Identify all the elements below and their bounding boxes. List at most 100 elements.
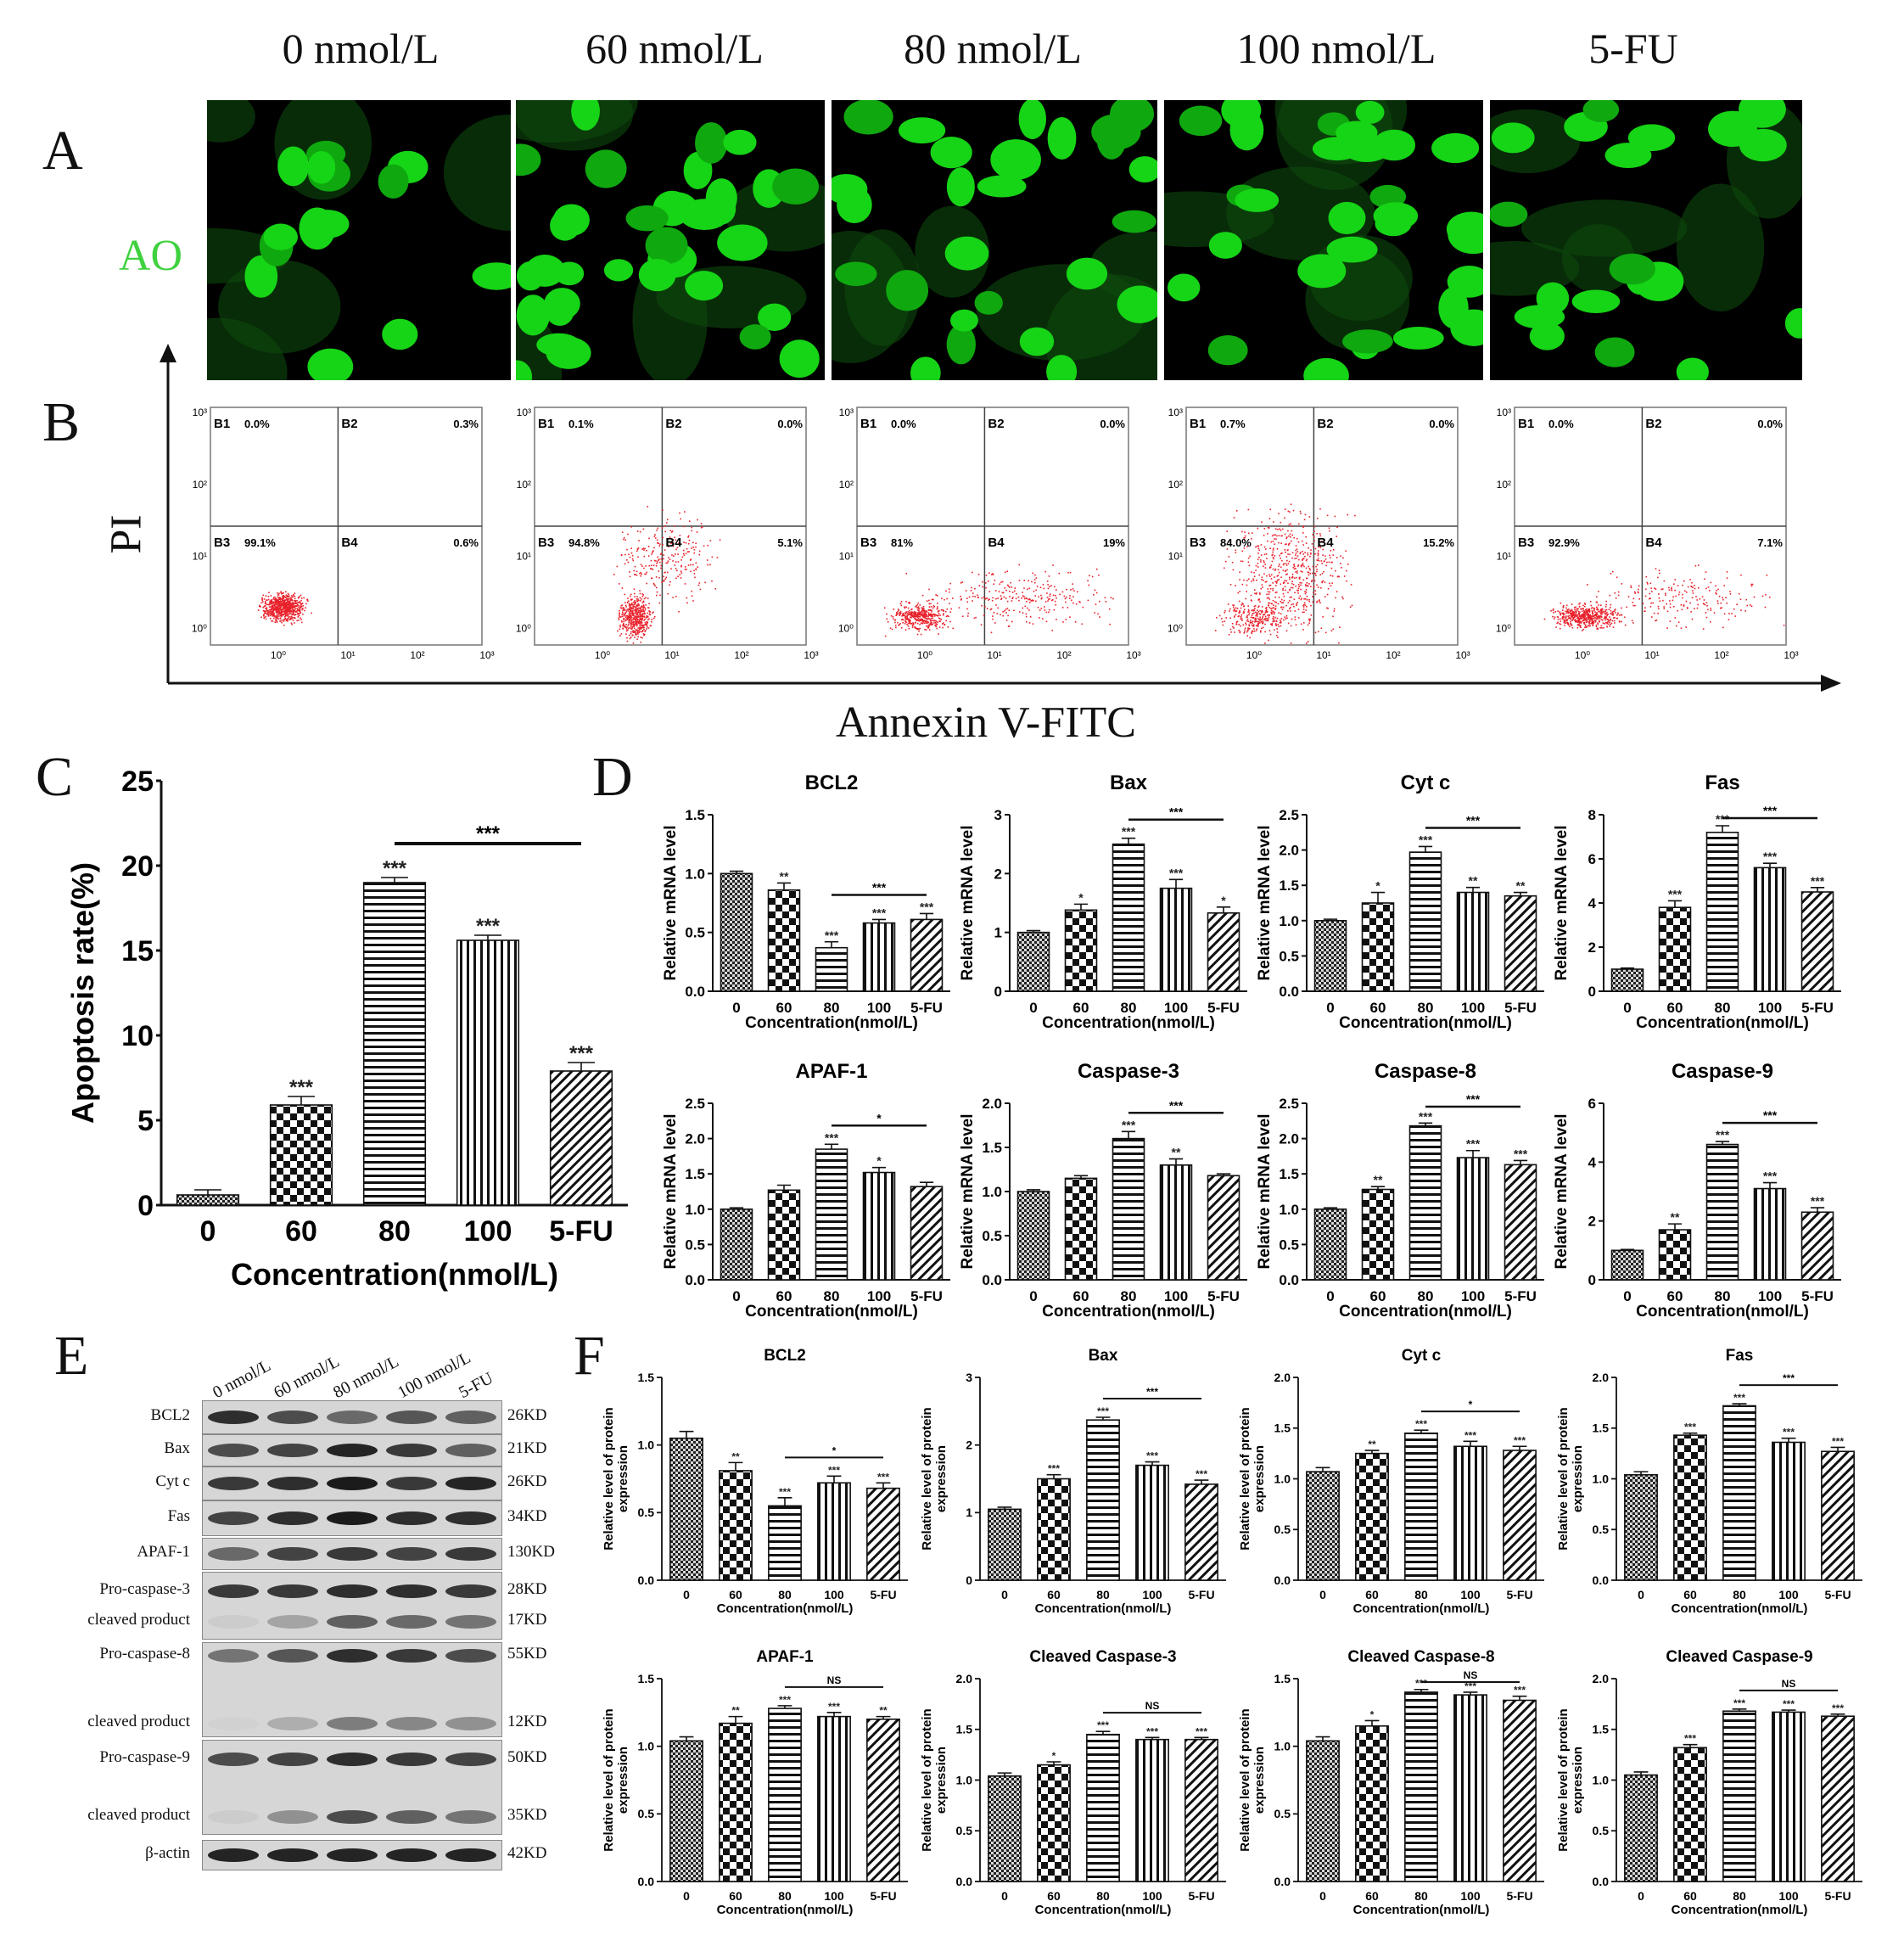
chart-x-tick-label: 80 (1418, 1288, 1434, 1304)
flow-event-dot (1275, 592, 1278, 593)
flow-event-dot (283, 604, 285, 607)
chart-bar (1207, 911, 1240, 992)
flow-event-dot (299, 610, 301, 613)
flow-event-dot (1266, 611, 1268, 613)
flow-quadrant-percent: 92.9% (1548, 536, 1580, 549)
flow-event-dot (901, 615, 903, 617)
flow-event-dot (1268, 602, 1269, 604)
flow-event-dot (619, 583, 620, 585)
flow-event-dot (909, 609, 910, 612)
flow-event-dot (301, 608, 304, 609)
flow-event-dot (1284, 508, 1286, 511)
blot-band (386, 1848, 437, 1862)
flow-event-dot (283, 601, 286, 603)
chart-bar (1086, 1419, 1120, 1581)
flow-event-dot (663, 580, 665, 582)
flow-event-dot (671, 554, 673, 556)
flow-event-dot (1257, 599, 1259, 601)
flow-event-dot (916, 633, 919, 636)
flow-event-dot (292, 614, 294, 616)
flow-event-dot (262, 594, 265, 597)
flow-event-dot (1264, 619, 1266, 620)
flow-event-dot (1308, 620, 1311, 622)
blot-band (386, 1615, 437, 1629)
flow-event-dot (289, 604, 292, 607)
chart-comparison-label: *** (1169, 1098, 1184, 1112)
flow-event-dot (684, 569, 686, 570)
chart-bar (669, 1437, 703, 1581)
flow-event-dot (1564, 625, 1565, 626)
flow-event-dot (691, 526, 693, 529)
flow-event-dot (271, 601, 273, 603)
flow-event-dot (1257, 563, 1259, 564)
flow-event-dot (1266, 558, 1268, 559)
flow-event-dot (1259, 630, 1262, 632)
flow-event-dot (284, 616, 286, 618)
flow-event-dot (1287, 610, 1289, 612)
flow-event-dot (1274, 596, 1276, 598)
flow-event-dot (1268, 593, 1270, 595)
chart-title: Caspase-9 (1672, 1060, 1773, 1083)
flow-event-dot (1283, 581, 1285, 584)
chart-x-axis-label: Concentration(nmol/L) (1042, 1303, 1215, 1321)
chart-d-caspase9: Caspase-9 0 2 4 6 0 ** 60 *** 80 *** 100 *** 5-FU *** C… (1544, 1044, 1850, 1332)
flow-event-dot (1309, 569, 1311, 571)
chart-x-tick-label: 5-FU (1188, 1889, 1214, 1903)
flow-event-dot (639, 597, 641, 599)
flow-event-dot (1239, 571, 1240, 574)
flow-event-dot (300, 621, 303, 624)
flow-event-dot (1733, 608, 1735, 610)
chart-bar (1503, 1450, 1537, 1581)
flow-event-dot (272, 602, 275, 604)
flow-event-dot (638, 631, 641, 634)
flow-event-dot (289, 611, 291, 614)
flow-event-dot (1065, 619, 1067, 620)
flow-event-dot (294, 617, 296, 620)
flow-event-dot (292, 605, 294, 608)
flow-event-dot (293, 603, 294, 605)
flow-event-dot (907, 619, 910, 620)
flow-event-dot (1650, 587, 1652, 590)
flow-event-dot (661, 527, 664, 529)
chart-bar (1722, 1405, 1756, 1581)
flow-event-dot (917, 612, 920, 614)
chart-comparison-label: *** (1763, 1108, 1778, 1122)
flow-event-dot (1589, 616, 1592, 619)
flow-event-dot (1650, 602, 1653, 604)
ao-nucleus (1207, 334, 1248, 366)
flow-event-dot (912, 616, 915, 618)
flow-event-dot (1292, 603, 1294, 605)
flow-event-dot (288, 596, 290, 597)
chart-y-axis-label: Relative mRNA level (662, 825, 680, 980)
flow-event-dot (1305, 536, 1307, 538)
flow-event-dot (302, 613, 304, 615)
flow-event-dot (1221, 618, 1223, 620)
flow-event-dot (1304, 555, 1306, 558)
flow-event-dot (642, 625, 644, 627)
flow-event-dot (266, 599, 267, 601)
flow-event-dot (1244, 629, 1246, 631)
flow-event-dot (1263, 546, 1266, 548)
flow-event-dot (923, 622, 926, 625)
flow-event-dot (922, 610, 924, 612)
flow-event-dot (698, 553, 701, 556)
flow-event-dot (625, 630, 628, 632)
flow-event-dot (1309, 618, 1312, 620)
flow-event-dot (632, 606, 635, 608)
blot-band (208, 1810, 259, 1824)
flow-event-dot (1334, 515, 1336, 518)
flow-event-dot (687, 535, 690, 537)
flow-event-dot (1588, 617, 1590, 619)
blot-row-label: Cyt c (155, 1472, 190, 1490)
flow-event-dot (993, 612, 995, 614)
flow-event-dot (1009, 590, 1011, 592)
flow-event-dot (1342, 557, 1344, 559)
flow-event-dot (637, 556, 639, 558)
flow-event-dot (1605, 608, 1608, 611)
flow-event-dot (1055, 603, 1056, 606)
chart-significance-stars: *** (1684, 1733, 1696, 1745)
flow-quadrant-name: B2 (341, 417, 357, 431)
flow-event-dot (919, 623, 921, 625)
ao-nucleus (307, 151, 336, 184)
flow-event-dot (1002, 592, 1005, 594)
